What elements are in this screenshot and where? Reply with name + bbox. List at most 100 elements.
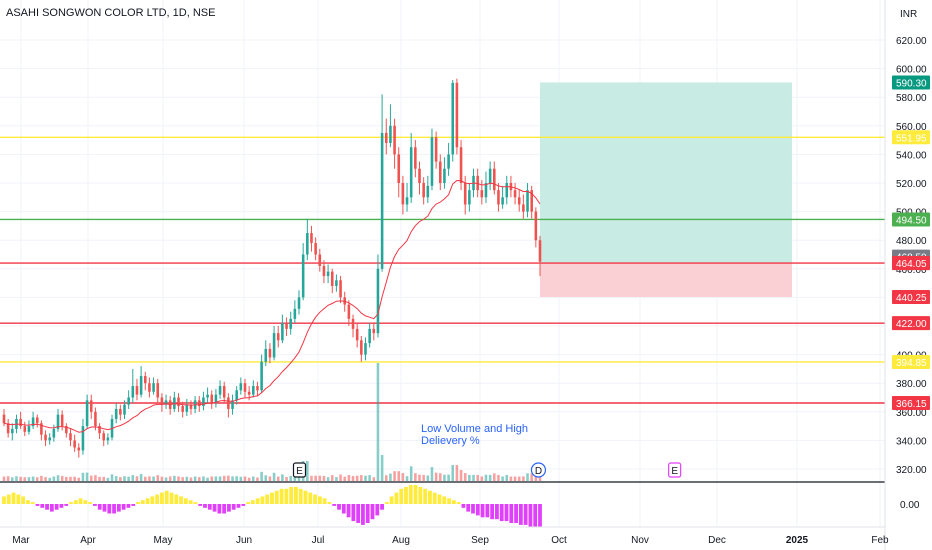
candlesticks <box>2 78 542 458</box>
candle <box>289 311 292 335</box>
osc-bar <box>207 504 212 510</box>
candle <box>268 343 272 364</box>
volume-bar <box>493 473 496 481</box>
time-tick-label: Aug <box>392 535 410 546</box>
candle <box>35 414 39 428</box>
candle-body <box>94 411 97 427</box>
dividend-marker-circle[interactable] <box>530 462 547 478</box>
position-tool[interactable] <box>540 82 792 298</box>
candle-body <box>11 428 14 434</box>
event-marker[interactable]: D <box>530 462 547 478</box>
candle-body <box>135 386 139 395</box>
volume-bar <box>202 476 205 481</box>
volume-bar <box>476 474 479 481</box>
candle <box>301 243 305 301</box>
volume-bar <box>497 474 500 481</box>
price-badge-box <box>892 75 930 90</box>
volume-bar <box>173 475 176 481</box>
osc-bar <box>274 490 279 504</box>
candle-body <box>360 340 363 355</box>
candle <box>335 274 338 292</box>
candle <box>522 194 525 219</box>
candle <box>206 387 209 404</box>
candle-body <box>397 154 401 183</box>
osc-bar <box>97 504 102 510</box>
volume-bar <box>526 473 529 481</box>
volume-bar <box>289 475 292 481</box>
candle-body <box>306 233 309 255</box>
event-marker-label: D <box>535 466 542 477</box>
symbol-title: ASAHI SONGWON COLOR LTD, 1D, NSE <box>6 7 215 19</box>
volume-bar <box>484 474 488 481</box>
volume-bar <box>19 476 22 481</box>
osc-bar <box>432 492 437 504</box>
candle <box>451 80 455 162</box>
volume-bar <box>376 363 380 481</box>
event-marker[interactable]: E <box>292 462 307 478</box>
candle <box>23 421 27 437</box>
price-badge: 422.00 <box>892 316 930 331</box>
earnings-marker-box[interactable] <box>668 462 682 478</box>
volume-bar <box>256 477 259 481</box>
time-axis[interactable]: Mar Apr May Jun Jul Aug Sep Oct Nov Dec 2025 Feb <box>12 535 889 546</box>
time-tick-label: Jun <box>236 535 252 546</box>
candle-body <box>393 125 396 155</box>
horizontal-levels[interactable] <box>0 136 885 404</box>
loss-zone[interactable] <box>540 263 792 298</box>
candle-body <box>534 211 538 241</box>
candle <box>131 368 135 404</box>
volume-bar <box>168 476 172 481</box>
candle <box>393 118 396 169</box>
price-tick-label: 620.00 <box>896 36 927 47</box>
candle-body <box>380 132 384 269</box>
osc-bar <box>361 504 365 525</box>
price-badge-box <box>892 130 930 145</box>
volume-bar <box>214 476 218 481</box>
annotation-line-1[interactable]: Low Volume and High <box>421 423 528 435</box>
candle-body <box>293 308 297 319</box>
volume-bar <box>351 475 355 481</box>
candle-body <box>405 197 409 205</box>
osc-bar <box>461 504 466 508</box>
event-marker-label: E <box>296 466 303 477</box>
candle <box>272 326 276 361</box>
candle <box>65 423 68 438</box>
candle-body <box>463 183 467 205</box>
candle <box>526 183 529 218</box>
osc-bar <box>504 504 509 522</box>
candle-body <box>247 391 251 395</box>
candle <box>31 411 35 429</box>
price-badges: 551.95494.50464.00422.00394.85366.15590.… <box>892 75 930 411</box>
candle <box>368 323 371 348</box>
profit-zone[interactable] <box>540 82 792 264</box>
candle <box>164 394 168 409</box>
volume-bar <box>48 477 51 481</box>
osc-bar <box>140 500 145 504</box>
annotation-line-2[interactable]: Delievery % <box>421 435 480 447</box>
osc-bar <box>399 488 404 504</box>
candle-body <box>276 333 280 341</box>
candle <box>102 430 106 447</box>
candle <box>409 132 413 204</box>
candle <box>314 237 317 261</box>
price-badge-label: 366.15 <box>896 399 927 410</box>
price-badge-label: 394.85 <box>896 358 927 369</box>
candle-body <box>480 190 484 198</box>
candle <box>455 78 459 155</box>
event-marker[interactable]: E <box>668 462 682 478</box>
candle-body <box>177 397 180 407</box>
earnings-marker-box[interactable] <box>292 462 307 478</box>
volume-bar <box>110 474 114 481</box>
volume-bar <box>235 476 238 481</box>
price-badge-label: 494.50 <box>896 215 927 226</box>
price-badge-box <box>892 396 930 411</box>
volume-bar <box>81 472 85 481</box>
volume-bar <box>181 477 184 481</box>
volume-bar <box>73 476 76 481</box>
volume-bar <box>347 475 351 481</box>
candle <box>256 381 259 397</box>
volume-bar <box>40 475 43 481</box>
